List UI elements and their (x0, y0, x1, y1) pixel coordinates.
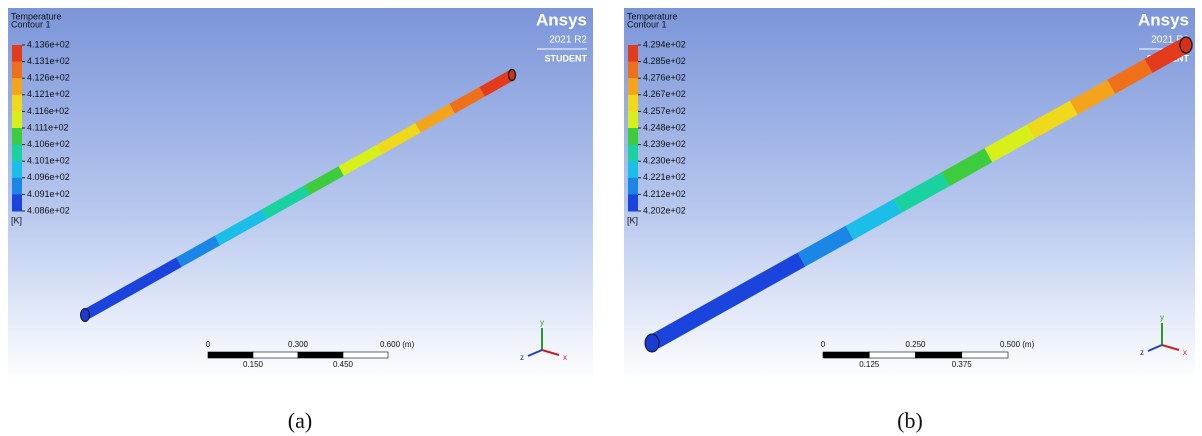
colorbar-band (628, 161, 638, 178)
colorbar-band (628, 62, 638, 79)
legend-label: 4.248e+02 (643, 122, 686, 132)
legend-unit: [K] (627, 215, 638, 225)
legend-label: 4.212e+02 (643, 189, 686, 199)
legend-label: 4.111e+02 (27, 122, 68, 132)
scale-segment (869, 352, 915, 358)
legend-label: 4.121e+02 (27, 89, 70, 99)
colorbar-band (628, 194, 638, 211)
caption: (a) (288, 408, 312, 433)
logo-brand: Ansys (536, 10, 587, 29)
pipe-end (645, 334, 659, 352)
caption: (b) (897, 408, 923, 433)
pipe-end (81, 309, 90, 322)
scale-label: 0 (821, 340, 826, 349)
figure: TemperatureContour 14.136e+024.131e+024.… (0, 0, 1202, 436)
legend-label: 4.106e+02 (27, 139, 70, 149)
legend-label: 4.221e+02 (643, 172, 686, 182)
colorbar-band (628, 178, 638, 195)
legend-label: 4.101e+02 (27, 156, 70, 166)
scale-segment (298, 352, 343, 358)
scale-segment (208, 352, 253, 358)
pipe-end (1180, 37, 1192, 53)
scale-label: 0.375 (952, 360, 973, 369)
scale-label: 0 (206, 340, 211, 349)
colorbar-band (12, 128, 22, 145)
scale-label: 0.300 (288, 340, 309, 349)
colorbar-band (12, 45, 22, 62)
legend-label: 4.257e+02 (643, 106, 686, 116)
colorbar-band (628, 111, 638, 128)
axis-label: x (1183, 348, 1187, 357)
colorbar-band (12, 111, 22, 128)
colorbar-band (12, 78, 22, 95)
legend-label: 4.294e+02 (643, 39, 686, 49)
logo-version: 2021 R2 (549, 35, 587, 46)
legend-label: 4.202e+02 (643, 205, 686, 215)
scale-segment (343, 352, 388, 358)
scale-segment (253, 352, 298, 358)
colorbar-band (628, 45, 638, 62)
axis-label: z (1140, 348, 1144, 357)
scale-label: 0.250 (905, 340, 926, 349)
scale-label: 0.500 (m) (1000, 340, 1035, 349)
colorbar-band (12, 161, 22, 178)
legend-unit: [K] (11, 215, 22, 225)
scale-segment (823, 352, 869, 358)
colorbar-band (12, 145, 22, 162)
legend-label: 4.116e+02 (27, 106, 69, 116)
legend-label: 4.086e+02 (27, 205, 70, 215)
legend-subtitle: Contour 1 (11, 19, 51, 29)
legend-label: 4.230e+02 (643, 156, 686, 166)
legend-label: 4.126e+02 (27, 73, 70, 83)
scale-label: 0.600 (m) (380, 340, 415, 349)
scale-segment (962, 352, 1008, 358)
legend-subtitle: Contour 1 (627, 19, 667, 29)
legend-label: 4.239e+02 (643, 139, 686, 149)
logo-brand: Ansys (1138, 10, 1189, 29)
scale-label: 0.450 (333, 360, 354, 369)
legend-label: 4.131e+02 (27, 56, 70, 66)
colorbar-band (12, 62, 22, 79)
legend-label: 4.285e+02 (643, 56, 686, 66)
colorbar-band (12, 178, 22, 195)
colorbar-band (12, 95, 22, 112)
axis-label: y (540, 318, 544, 327)
axis-label: x (563, 353, 567, 362)
scale-segment (916, 352, 962, 358)
colorbar-band (628, 145, 638, 162)
scale-label: 0.125 (859, 360, 880, 369)
legend-label: 4.136e+02 (27, 39, 70, 49)
colorbar-band (628, 128, 638, 145)
colorbar-band (12, 194, 22, 211)
colorbar-band (628, 78, 638, 95)
scale-label: 0.150 (243, 360, 264, 369)
legend-label: 4.276e+02 (643, 73, 686, 83)
logo-edition: STUDENT (545, 53, 588, 63)
axis-label: z (520, 353, 524, 362)
colorbar-band (628, 95, 638, 112)
axis-label: y (1160, 313, 1164, 322)
legend-label: 4.267e+02 (643, 89, 686, 99)
pipe-end (509, 70, 516, 81)
legend-label: 4.091e+02 (27, 189, 70, 199)
legend-label: 4.096e+02 (27, 172, 70, 182)
